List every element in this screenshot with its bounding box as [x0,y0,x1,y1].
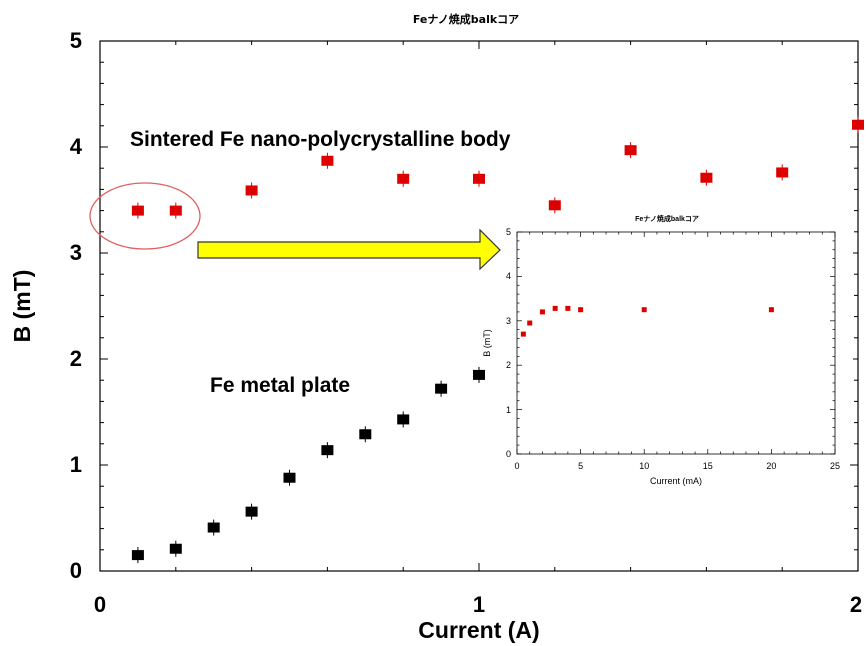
inset-background [501,225,853,462]
inset-data-point [768,307,774,313]
sintered-data-point [131,205,144,216]
main-x-axis-label: Current (A) [418,617,539,643]
inset-y-tick-label: 4 [506,271,511,281]
inset-x-tick-labels: 0 5 10 15 20 25 [514,461,840,471]
main-x-tick-labels: 0 1 2 [94,592,862,617]
inset-y-tick-label: 5 [506,227,511,237]
sintered-data-point [624,145,637,156]
highlight-ellipse [89,182,201,250]
inset-x-tick-label: 25 [830,461,840,471]
main-y-axis-label: B (mT) [9,270,35,343]
inset-x-axis-label: Current (mA) [650,476,702,486]
fe-plate-data-point [283,472,296,483]
sintered-data-point [473,173,485,184]
main-y-tick-labels: 0 1 2 3 4 5 [70,28,83,583]
inset-data-point [539,309,545,315]
sintered-data-point [776,167,789,178]
callout-arrow [197,228,501,271]
inset-data-point [565,305,571,311]
inset-data-point [552,305,558,311]
sintered-data-point [700,172,713,183]
inset-y-tick-labels: 0 1 2 3 4 5 [506,227,511,459]
sintered-data-point [548,200,561,211]
main-y-tick-label: 1 [70,452,82,477]
inset-data-points [520,305,774,337]
main-axis-ticks [99,40,859,572]
main-chart-title: Feナノ焼成balkコア [413,12,519,26]
sintered-data-point [245,185,258,196]
fe-plate-data-point [207,522,220,533]
inset-y-axis-label: B (mT) [482,329,492,357]
main-data-points [131,116,864,564]
sintered-data-point [397,173,410,184]
sintered-series-annotation: Sintered Fe nano-polycrystalline body [130,128,511,151]
sintered-data-point [169,205,182,216]
inset-chart-title: Feナノ焼成balkコア [635,214,699,223]
main-x-tick-label: 0 [94,592,106,617]
fe-plate-data-point [359,429,372,440]
fe-plate-data-point [169,543,182,554]
main-x-tick-label: 1 [473,592,485,617]
inset-x-tick-label: 15 [703,461,713,471]
inset-y-tick-label: 0 [506,449,511,459]
main-y-tick-label: 2 [70,346,82,371]
main-y-tick-label: 0 [70,558,82,583]
inset-plot-frame [516,231,836,455]
inset-x-tick-label: 20 [766,461,776,471]
inset-y-tick-label: 3 [506,316,511,326]
fe-plate-data-point [397,414,410,425]
main-y-tick-label: 4 [70,134,83,159]
fe-plate-data-point [435,383,448,394]
fe-plate-data-point [321,445,334,456]
sintered-data-point [852,119,864,130]
inset-data-point [527,320,533,326]
main-y-tick-label: 3 [70,240,82,265]
fe-plate-data-point [131,550,144,561]
inset-y-tick-label: 1 [506,405,511,415]
fe-plate-data-point [473,369,485,380]
fe-plate-series-annotation: Fe metal plate [210,374,350,397]
inset-data-point [578,307,584,313]
fe-plate-data-point [245,506,258,517]
inset-data-point [520,331,526,337]
inset-x-tick-label: 5 [578,461,583,471]
inset-y-tick-label: 2 [506,360,511,370]
inset-x-tick-label: 0 [514,461,519,471]
inset-chart: Feナノ焼成balkコア 0 5 10 15 20 25 0 1 2 3 4 5… [482,214,853,486]
inset-x-tick-label: 10 [639,461,649,471]
sintered-data-point [321,155,334,166]
inset-data-point [641,307,647,313]
inset-axis-ticks [516,231,836,455]
main-x-tick-label: 2 [850,592,862,617]
main-y-tick-label: 5 [70,28,82,53]
